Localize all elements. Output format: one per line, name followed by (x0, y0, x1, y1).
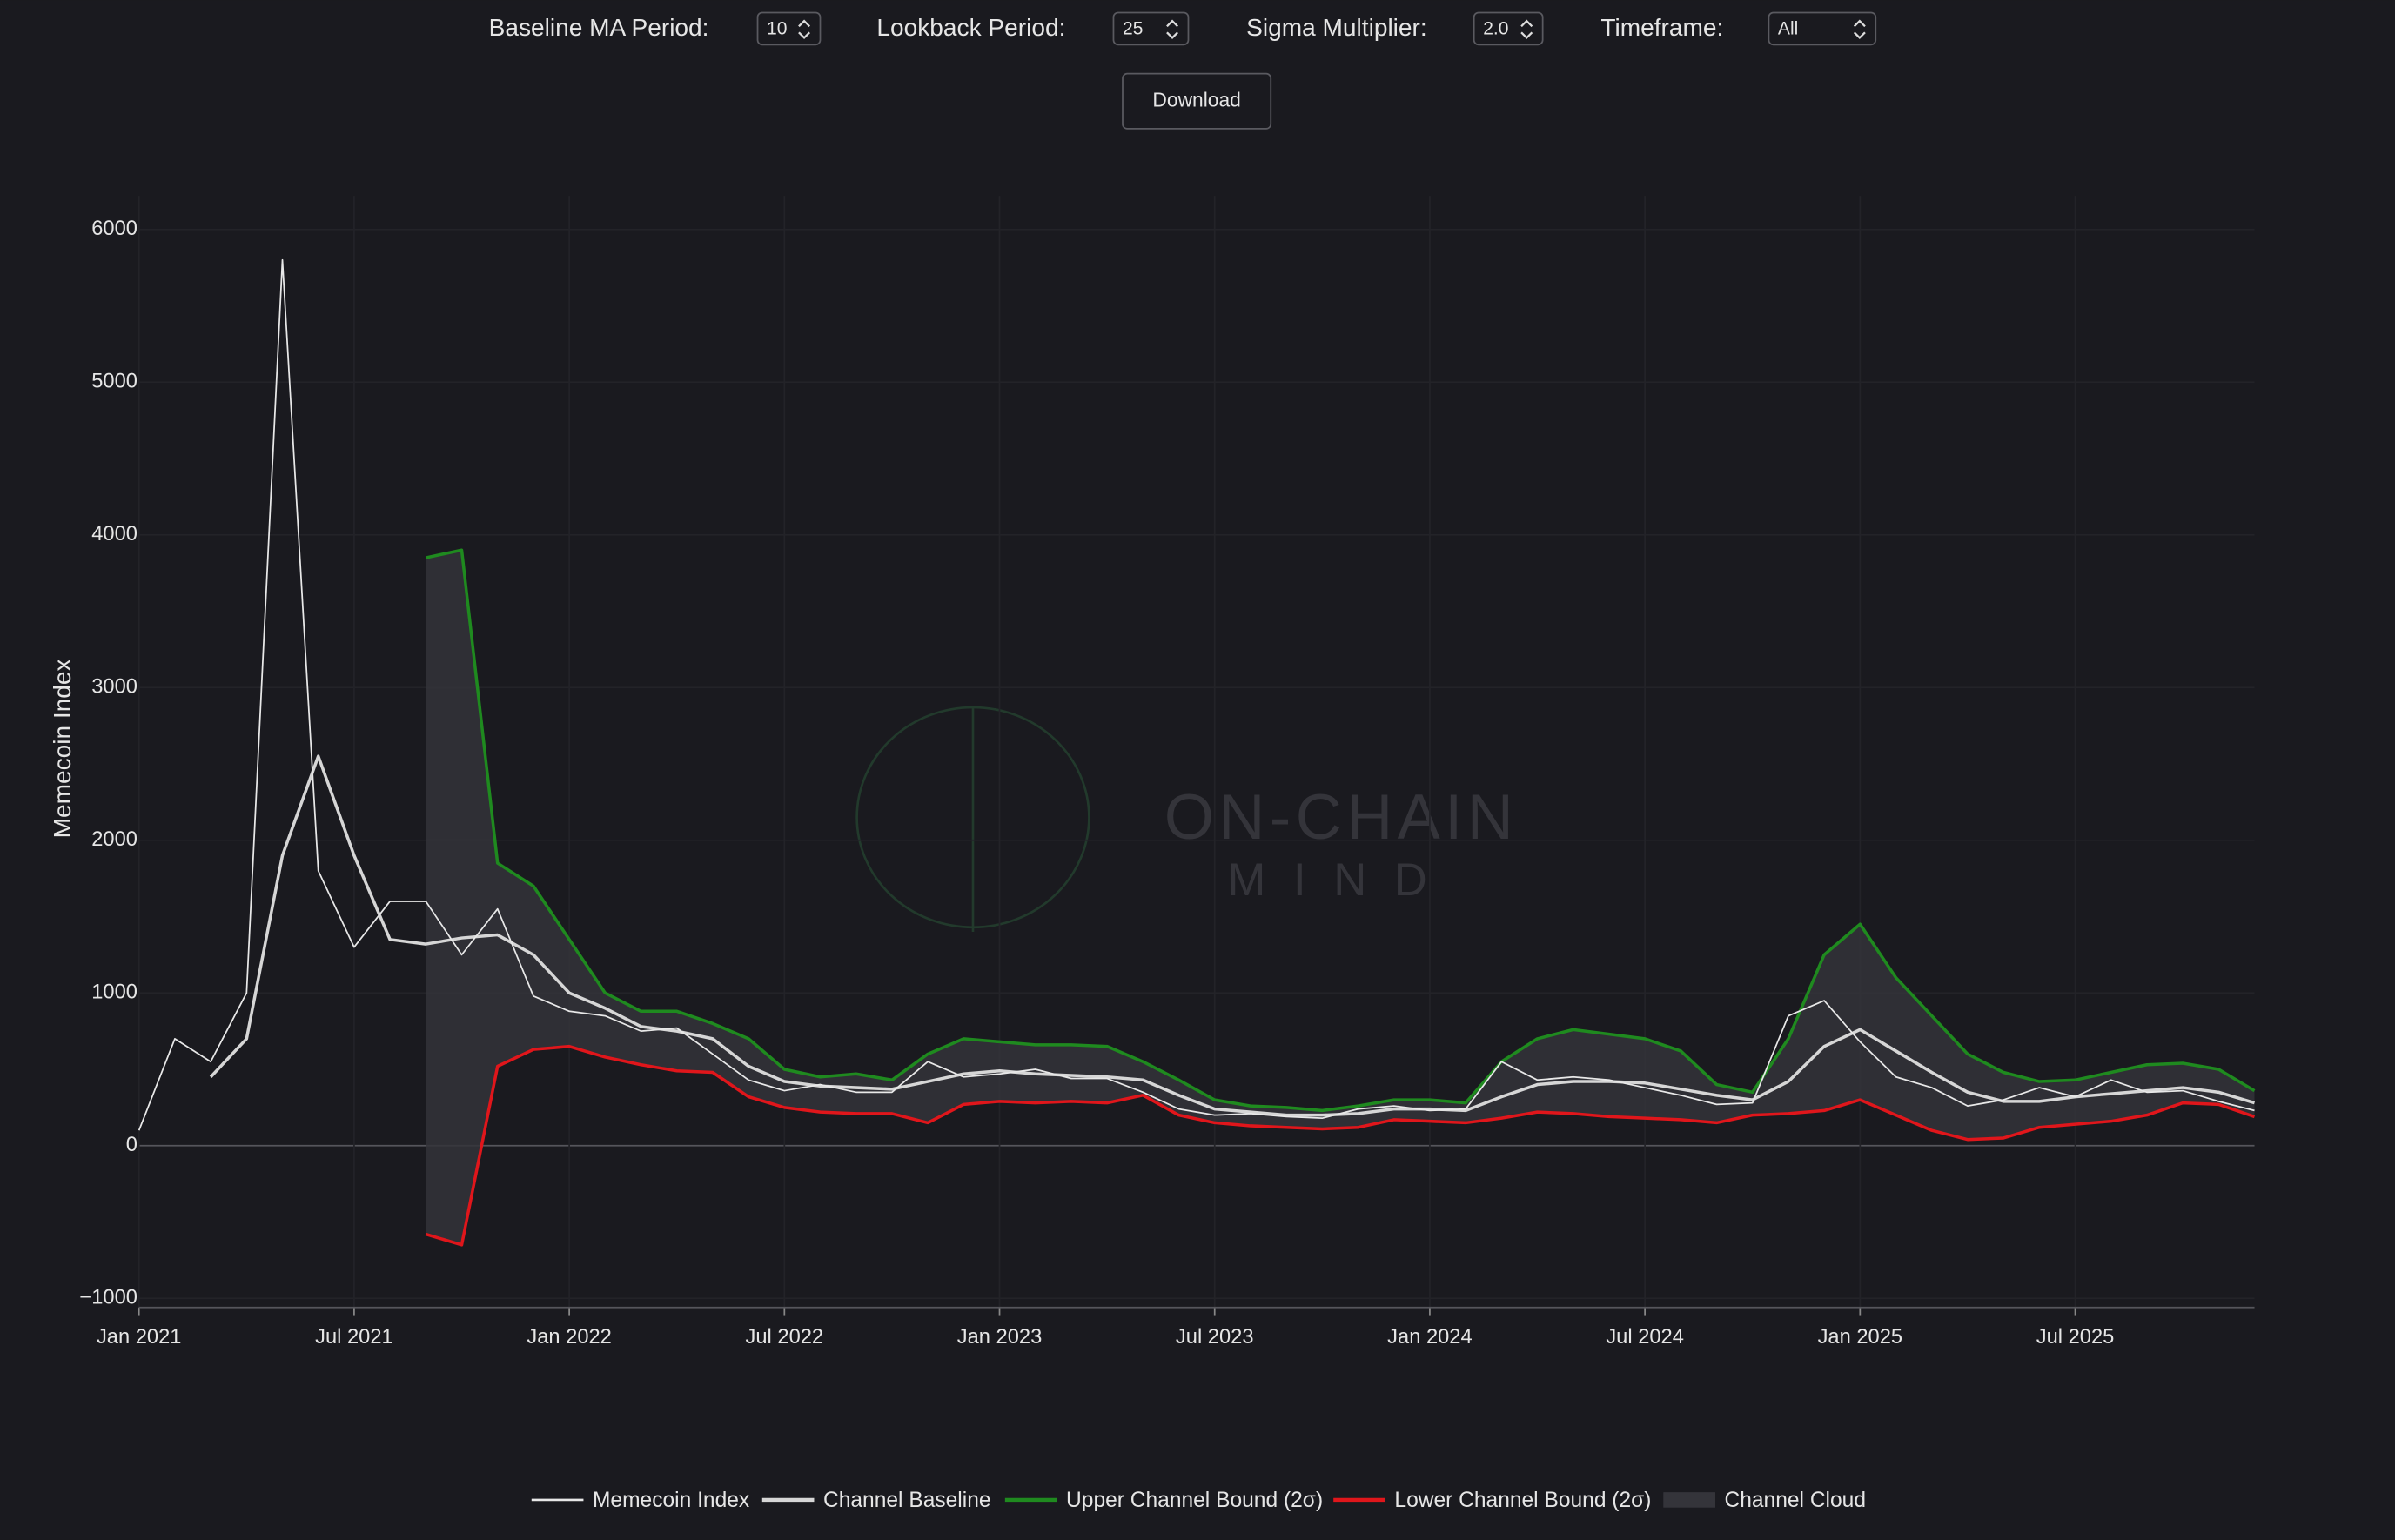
legend-label: Memecoin Index (593, 1489, 750, 1512)
select-value[interactable]: 10 (767, 18, 787, 38)
select-arrows[interactable] (1853, 19, 1866, 40)
legend-swatch (1663, 1492, 1715, 1508)
x-tick-label: Jul 2022 (746, 1326, 824, 1349)
select-value[interactable]: All (1778, 18, 1798, 38)
plot: −1000 0 1000 2000 3000 4000 5000 6000 Jan 2021 Ju… (79, 196, 2256, 1349)
watermark-text: ON-CHAIN (1164, 780, 1519, 853)
select[interactable]: 25 (1112, 11, 1190, 46)
download-button-box[interactable] (1122, 72, 1272, 130)
download-button-label[interactable]: Download (1152, 88, 1240, 110)
legend-label: Channel Baseline (823, 1489, 991, 1512)
x-tick-label: Jul 2025 (2036, 1326, 2115, 1349)
select-arrows[interactable] (798, 19, 811, 40)
y-tick-label: −1000 (79, 1287, 138, 1309)
watermark-text: MIND (1228, 854, 1455, 906)
x-tick-label: Jan 2024 (1387, 1326, 1472, 1349)
select-box[interactable] (1112, 11, 1190, 46)
select[interactable]: 2.0 (1473, 11, 1544, 46)
legend-label: Channel Cloud (1725, 1489, 1866, 1512)
x-tick-label: Jul 2024 (1606, 1326, 1684, 1349)
x-tick-label: Jul 2023 (1176, 1326, 1254, 1349)
legend-label: Lower Channel Bound (2σ) (1394, 1489, 1651, 1512)
control-label: Lookback Period: (876, 14, 1065, 41)
y-tick-label: 1000 (91, 981, 138, 1004)
series-line (425, 548, 2256, 1113)
series-line (209, 754, 2256, 1117)
select-arrows[interactable] (1166, 19, 1178, 40)
y-tick-label: 3000 (91, 675, 138, 698)
y-tick-label: 2000 (91, 828, 138, 851)
control-label: Sigma Multiplier: (1246, 14, 1427, 41)
control-label: Baseline MA Period: (489, 14, 709, 41)
x-tick-label: Jan 2021 (97, 1326, 181, 1349)
x-tick-label: Jan 2023 (957, 1326, 1042, 1349)
select-value[interactable]: 25 (1123, 18, 1143, 38)
select-value[interactable]: 2.0 (1483, 18, 1508, 38)
y-tick-label: 0 (126, 1134, 138, 1156)
series-line (138, 258, 2255, 1131)
y-tick-label: 4000 (91, 523, 138, 546)
select[interactable]: All (1768, 11, 1877, 46)
y-tick-label: 6000 (91, 218, 138, 240)
download-button[interactable]: Download (1122, 72, 1272, 130)
x-tick-label: Jan 2022 (527, 1326, 611, 1349)
y-axis-title: Memecoin Index (49, 659, 76, 838)
legend-label: Upper Channel Bound (2σ) (1066, 1489, 1323, 1512)
y-tick-label: 5000 (91, 370, 138, 392)
control-label: Timeframe: (1600, 14, 1723, 41)
select-arrows[interactable] (1520, 19, 1533, 40)
series-line (425, 1044, 2256, 1247)
x-tick-label: Jul 2021 (315, 1326, 393, 1349)
x-tick-label: Jan 2025 (1818, 1326, 1902, 1349)
select-box[interactable] (1768, 11, 1877, 46)
select[interactable]: 10 (756, 11, 822, 46)
legend: Memecoin Index Channel Baseline Upper Chan… (531, 1489, 1866, 1512)
